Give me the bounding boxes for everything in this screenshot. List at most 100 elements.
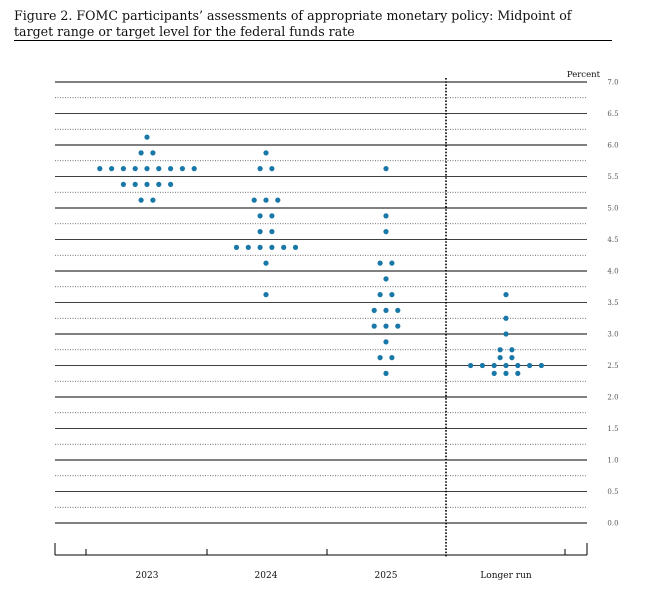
dot-longer-run <box>491 370 497 376</box>
y-tick-label: 0.5 <box>607 488 618 496</box>
dot-2023 <box>179 166 185 172</box>
y-tick-label: 4.5 <box>607 236 618 244</box>
dot-2024 <box>292 244 299 250</box>
dot-2025 <box>383 323 389 329</box>
dot-2023 <box>132 166 138 172</box>
dot-2025 <box>383 339 389 345</box>
dot-2025 <box>377 292 383 298</box>
y-tick-label: 5.5 <box>607 173 618 181</box>
dot-2025 <box>383 166 389 172</box>
dot-2024 <box>281 244 287 250</box>
dot-2024 <box>257 213 263 219</box>
dot-2023 <box>144 166 150 172</box>
dot-2025 <box>371 323 377 329</box>
y-tick-label: 0.0 <box>607 520 618 528</box>
x-axis-labels: 2023 2024 2025 Longer run <box>136 571 532 581</box>
dot-2023 <box>144 134 150 140</box>
dot-2023 <box>168 166 174 172</box>
dot-2023 <box>97 166 103 172</box>
dot-2025 <box>383 229 389 235</box>
y-tick-label: 1.5 <box>607 425 618 433</box>
dot-2024 <box>233 244 240 250</box>
dot-2025 <box>383 213 389 219</box>
y-tick-label: 3.5 <box>607 299 618 307</box>
dot-2025 <box>389 292 395 298</box>
dots <box>97 134 545 376</box>
dot-2024 <box>269 166 275 172</box>
dot-2024 <box>257 166 263 172</box>
y-axis-tick-labels: 0.0 0.5 1.0 1.5 2.0 2.5 3.0 3.5 4.0 4.5 5.0 5.5 6.0 6… <box>607 79 618 528</box>
dot-2023 <box>191 166 197 172</box>
figure-title: Figure 2. FOMC participants’ assessments… <box>14 8 572 39</box>
dot-longer-run <box>527 362 533 369</box>
y-tick-label: 2.0 <box>607 394 618 402</box>
dot-2024 <box>263 260 269 266</box>
gridlines <box>55 81 587 524</box>
dot-2024 <box>263 292 269 298</box>
dot-longer-run <box>515 370 521 376</box>
dot-2023 <box>144 181 150 187</box>
x-category-label: 2023 <box>136 571 159 581</box>
dot-longer-run <box>468 362 474 369</box>
dot-2023 <box>120 166 126 172</box>
y-axis-unit-label: Percent <box>567 70 601 80</box>
y-tick-label: 3.0 <box>607 331 618 339</box>
dot-longer-run <box>503 331 509 337</box>
x-category-label: 2024 <box>255 571 278 581</box>
dot-2024 <box>269 229 275 235</box>
dot-2023 <box>156 166 162 172</box>
dot-longer-run <box>515 362 521 369</box>
dot-2025 <box>371 307 377 313</box>
dot-longer-run <box>479 362 485 369</box>
dot-2023 <box>120 181 126 187</box>
dot-2023 <box>132 181 138 187</box>
dot-2024 <box>269 244 275 250</box>
dot-longer-run <box>503 362 509 369</box>
y-tick-label: 6.5 <box>607 110 618 118</box>
dot-longer-run <box>503 370 509 376</box>
dot-2023 <box>138 150 144 156</box>
dot-2024 <box>275 197 281 203</box>
dot-longer-run <box>538 362 545 369</box>
dot-longer-run <box>509 347 515 353</box>
dot-2023 <box>109 166 115 172</box>
x-category-label: Longer run <box>480 571 532 581</box>
y-tick-label: 5.0 <box>607 205 618 213</box>
title-rule <box>14 40 612 41</box>
dot-2024 <box>263 150 269 156</box>
y-tick-label: 6.0 <box>607 142 618 150</box>
dot-2023 <box>150 197 156 203</box>
dot-2024 <box>257 244 263 250</box>
dot-longer-run <box>497 347 503 353</box>
dot-2025 <box>395 323 401 329</box>
y-tick-label: 4.0 <box>607 268 618 276</box>
dot-2025 <box>383 370 389 376</box>
dot-longer-run <box>497 355 503 361</box>
y-tick-label: 1.0 <box>607 457 618 465</box>
dot-2023 <box>156 181 162 187</box>
dot-2024 <box>257 229 263 235</box>
dot-2024 <box>245 244 251 250</box>
dot-longer-run <box>491 362 497 369</box>
dot-2025 <box>383 307 389 313</box>
dot-longer-run <box>503 292 509 298</box>
dot-2025 <box>395 307 401 313</box>
dot-2025 <box>377 355 383 361</box>
dot-2023 <box>168 181 174 187</box>
dot-2023 <box>138 197 144 203</box>
dot-2023 <box>150 150 156 156</box>
x-axis <box>54 543 588 556</box>
dot-2025 <box>389 355 395 361</box>
dot-longer-run <box>503 315 509 321</box>
dot-longer-run <box>509 355 515 361</box>
y-tick-label: 2.5 <box>607 362 618 370</box>
y-tick-label: 7.0 <box>607 79 618 87</box>
dot-2024 <box>251 197 257 203</box>
dot-2025 <box>383 276 389 282</box>
dot-2024 <box>269 213 275 219</box>
dot-2024 <box>263 197 269 203</box>
x-category-label: 2025 <box>375 571 398 581</box>
dot-2025 <box>377 260 383 266</box>
dot-2025 <box>389 260 395 266</box>
